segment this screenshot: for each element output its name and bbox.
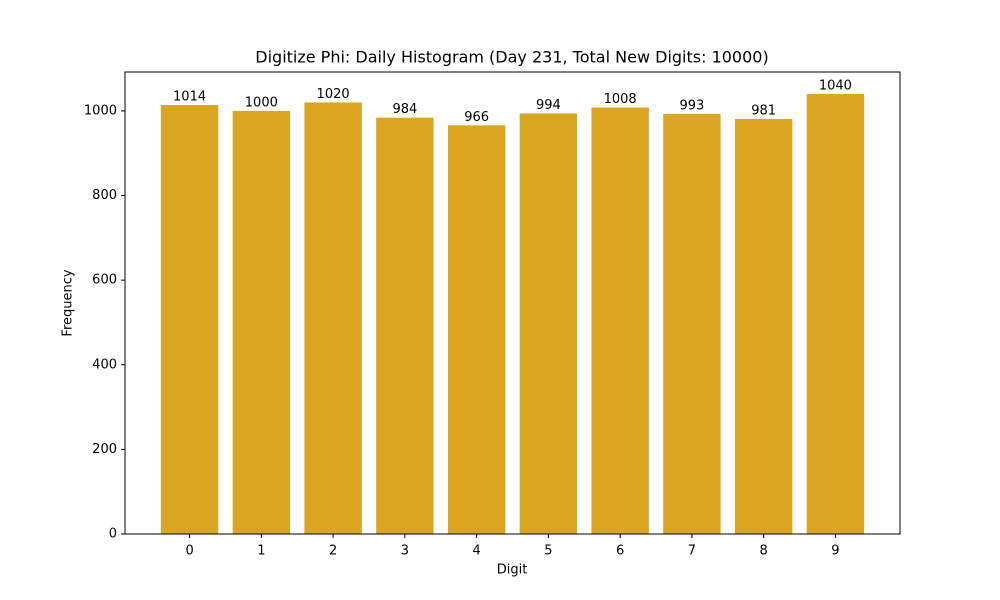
x-tick-label: 4: [472, 544, 480, 559]
y-tick-label: 800: [92, 188, 117, 203]
value-label: 966: [464, 110, 489, 125]
x-axis-label: Digit: [497, 563, 528, 578]
x-tick-label: 8: [760, 544, 768, 559]
value-label: 993: [679, 98, 704, 113]
bar: [591, 107, 649, 535]
bar: [519, 113, 578, 534]
bar: [160, 105, 219, 534]
bar: [734, 118, 793, 534]
x-tick-label: 9: [831, 544, 839, 559]
bar: [376, 117, 434, 534]
value-label: 994: [536, 98, 561, 113]
x-tick-label: 2: [329, 544, 337, 559]
y-tick-label: 1000: [84, 103, 117, 118]
value-label: 981: [751, 103, 776, 118]
y-axis-label: Frequency: [61, 269, 76, 336]
x-tick-label: 7: [688, 544, 696, 559]
bar: [663, 113, 721, 534]
chart-title: Digitize Phi: Daily Histogram (Day 231, …: [255, 48, 768, 67]
plot-frame: [124, 71, 901, 535]
y-tick-label: 200: [92, 442, 117, 457]
value-label: 1008: [604, 92, 637, 107]
x-tick-label: 0: [185, 544, 193, 559]
x-tick-label: 3: [401, 544, 409, 559]
value-label: 1020: [317, 87, 350, 102]
bar: [232, 110, 291, 534]
value-label: 1040: [819, 79, 852, 94]
y-tick-label: 600: [92, 273, 117, 288]
bar: [806, 94, 865, 534]
value-label: 1014: [173, 90, 206, 105]
value-label: 1000: [245, 95, 278, 110]
x-tick-label: 5: [544, 544, 552, 559]
y-tick-label: 400: [92, 357, 117, 372]
bar: [447, 125, 506, 535]
y-tick-label: 0: [109, 527, 117, 542]
value-label: 984: [392, 102, 417, 117]
x-tick-label: 1: [257, 544, 265, 559]
x-tick-label: 6: [616, 544, 624, 559]
bar: [304, 102, 362, 534]
